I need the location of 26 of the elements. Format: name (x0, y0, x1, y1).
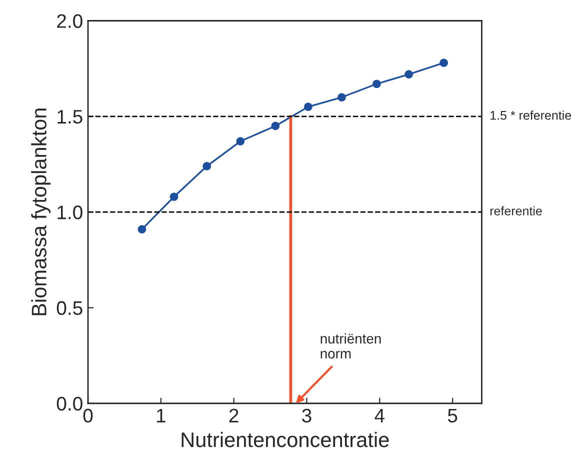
y-tick-label: 0.5 (56, 301, 82, 315)
x-tick-label: 3 (302, 408, 312, 423)
y-tick-label: 2.0 (57, 14, 82, 28)
point (440, 58, 448, 67)
point (138, 225, 146, 234)
point (236, 137, 245, 146)
point (271, 122, 280, 130)
x-tick-label: 0 (83, 408, 93, 423)
ref-line-label: 1.5 * referentie (490, 110, 572, 120)
x-tick-label: 1 (156, 408, 166, 422)
point (372, 80, 381, 88)
x-axis-title: Nutrientenconcentratie (182, 432, 389, 448)
ref-line-label: referentie (490, 206, 542, 216)
y-tick-label: 1.5 (58, 110, 82, 124)
y-tick-label: 1.0 (58, 206, 82, 220)
x-tick-label: 4 (374, 408, 384, 422)
point (304, 102, 312, 112)
point (202, 162, 212, 170)
x-tick-label: 2 (229, 408, 238, 422)
point (404, 70, 413, 78)
y-tick-label: 0.0 (56, 396, 82, 411)
x-tick-label: 5 (448, 408, 458, 423)
y-axis-title: Biomassa fytoplankton (31, 108, 51, 316)
annotation: nutriënten norm (320, 333, 381, 359)
point (170, 192, 178, 201)
point (338, 93, 346, 102)
